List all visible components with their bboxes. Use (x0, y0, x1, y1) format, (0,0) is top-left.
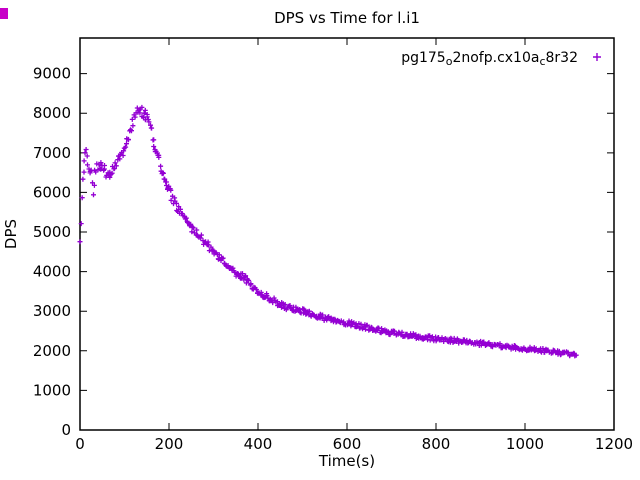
legend-marker (593, 53, 601, 61)
chart-title: DPS vs Time for l.i1 (274, 9, 420, 27)
legend-label: pg175o2nofp.cx10ac8r32 (401, 50, 578, 68)
x-tick-label: 1200 (595, 435, 633, 453)
y-tick-label: 1000 (33, 381, 71, 399)
y-tick-label: 2000 (33, 342, 71, 360)
y-tick-label: 4000 (33, 263, 71, 281)
y-axis-label: DPS (2, 219, 20, 249)
legend-label-seg4-sub: c (539, 55, 545, 68)
x-tick-label: 800 (422, 435, 451, 453)
legend-point-marker (593, 53, 601, 61)
legend-label-seg1: pg175 (401, 50, 446, 66)
axes: 0 200 400 600 800 1000 1200 0 1000 2000 3000 4000 50… (33, 37, 633, 453)
y-tick-label: 6000 (33, 183, 71, 201)
x-tick-label: 1000 (506, 435, 544, 453)
y-tick-label: 9000 (33, 65, 71, 83)
legend-label-seg5: 8r32 (546, 50, 578, 66)
legend-label-seg2-sub: o (446, 55, 453, 68)
x-tick-label: 600 (333, 435, 362, 453)
scatter-points (77, 104, 579, 359)
legend-label-seg3: 2nofp.cx10a (452, 50, 539, 66)
x-tick-label: 400 (244, 435, 273, 453)
y-tick-label: 5000 (33, 223, 71, 241)
data-points (77, 104, 579, 359)
y-tick-label: 0 (61, 421, 71, 439)
corner-artifact (0, 8, 8, 19)
plot-border (79, 37, 615, 431)
x-axis-label: Time(s) (318, 452, 375, 470)
x-tick-label: 200 (155, 435, 184, 453)
x-tick-label: 0 (75, 435, 85, 453)
y-tick-label: 8000 (33, 104, 71, 122)
y-tick-label: 3000 (33, 302, 71, 320)
y-tick-label: 7000 (33, 144, 71, 162)
